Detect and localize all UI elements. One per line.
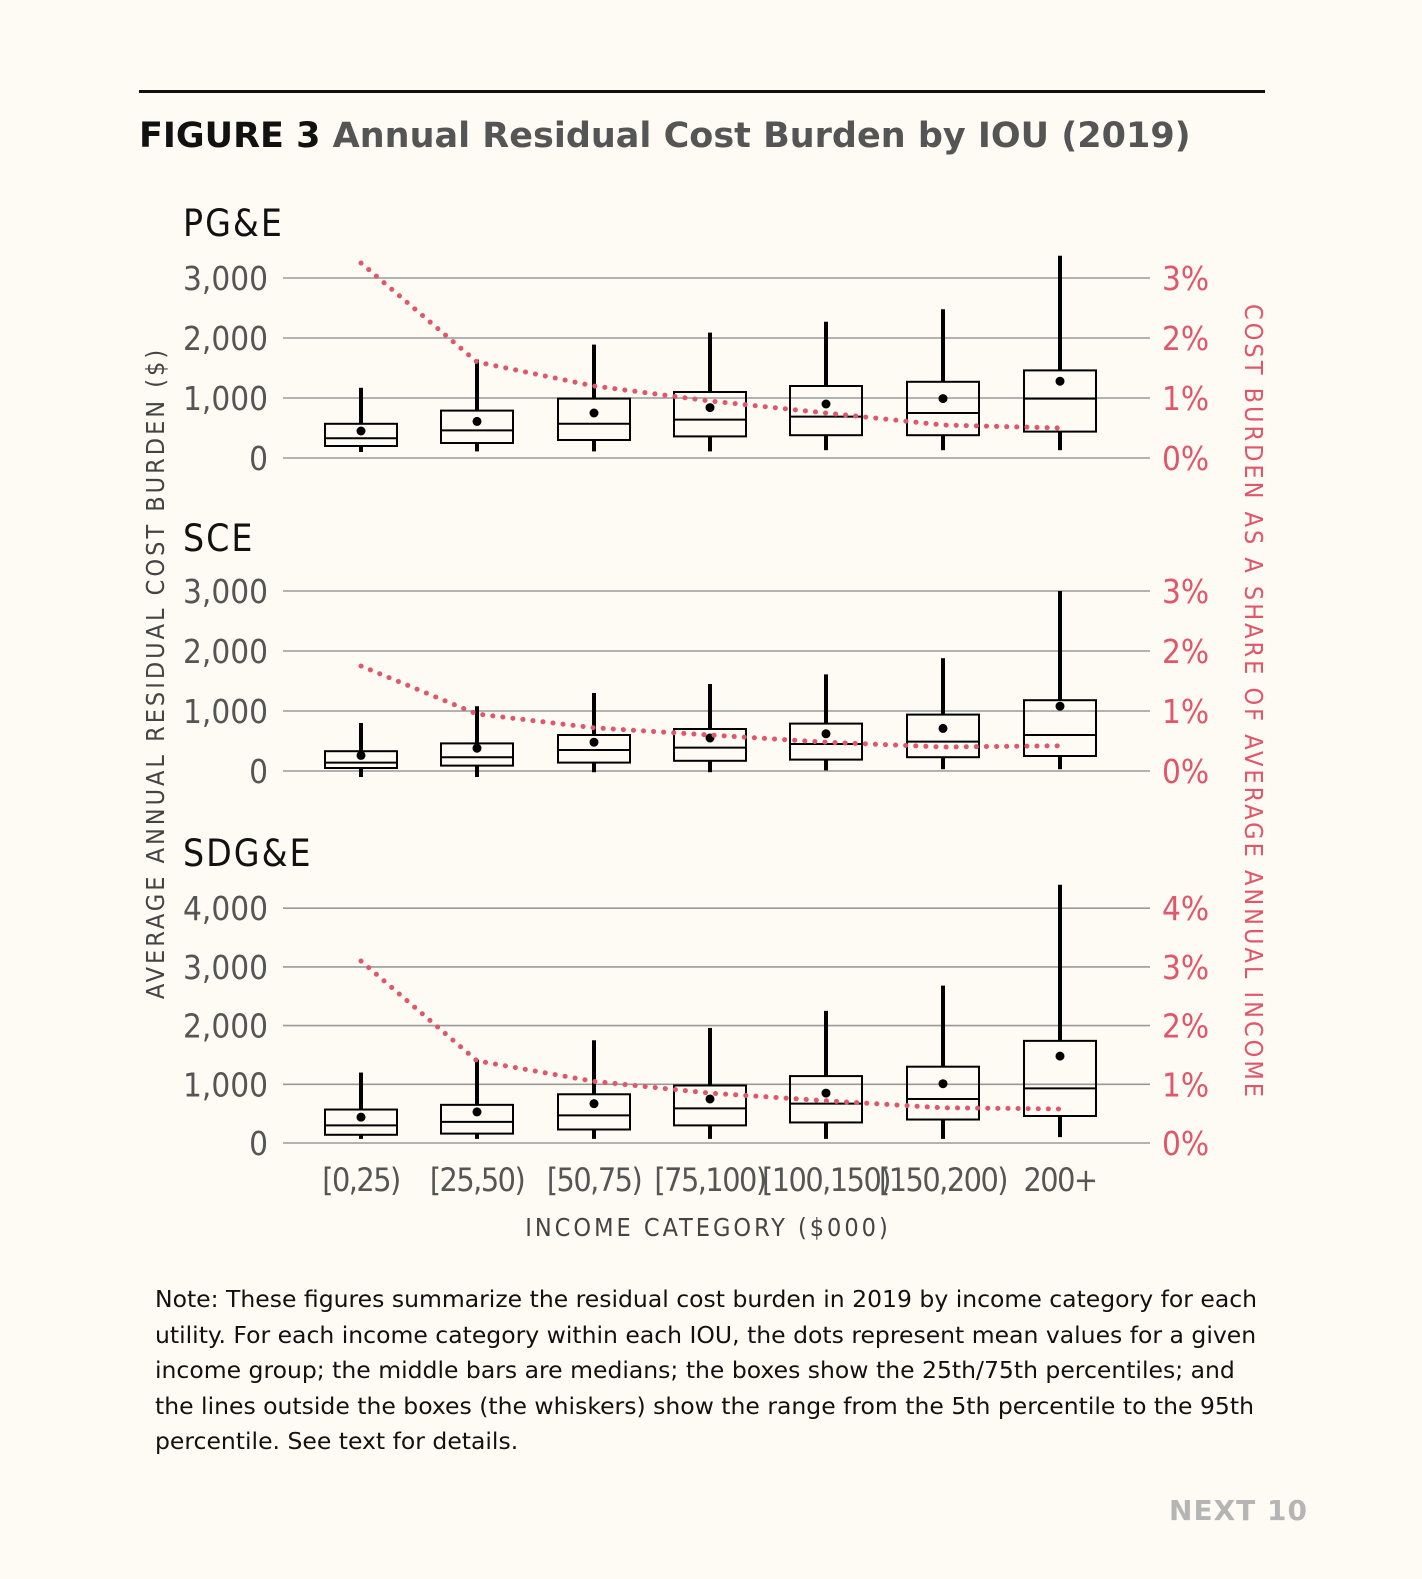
x-tick-label: [150,200) — [879, 1161, 1007, 1199]
figure-title: FIGURE 3 Annual Residual Cost Burden by … — [139, 116, 1191, 156]
y-tick-label: 2,000 — [183, 1007, 268, 1046]
mean-dot — [472, 1107, 482, 1117]
iqr-box — [1023, 369, 1097, 433]
panel-title-2: SDG&E — [183, 832, 313, 875]
y2-tick-label: 1% — [1162, 1065, 1209, 1104]
x-tick-label: 200+ — [1023, 1161, 1096, 1199]
y2-tick-label: 3% — [1162, 259, 1209, 298]
iqr-box — [673, 1084, 747, 1127]
y-tick-label: 3,000 — [183, 572, 268, 611]
x-tick-label: [50,75) — [547, 1161, 641, 1199]
y2-tick-label: 2% — [1162, 1007, 1209, 1046]
mean-dot — [938, 394, 948, 404]
y2-tick-label: 2% — [1162, 319, 1209, 358]
iqr-box — [440, 1103, 514, 1135]
y-tick-label: 0 — [249, 1124, 268, 1163]
mean-dot — [589, 408, 599, 418]
mean-dot — [589, 1099, 599, 1109]
mean-dot — [1055, 1051, 1065, 1061]
figure-number: FIGURE 3 — [139, 116, 321, 156]
mean-dot — [1055, 376, 1065, 386]
x-tick-label: [25,50) — [430, 1161, 524, 1199]
y2-tick-label: 0% — [1162, 439, 1209, 478]
y-tick-label: 4,000 — [183, 889, 268, 928]
y-tick-label: 1,000 — [183, 1065, 268, 1104]
figure-name: Annual Residual Cost Burden by IOU (2019… — [332, 116, 1191, 156]
iqr-box — [673, 728, 747, 762]
mean-dot — [705, 1094, 715, 1104]
figure-note: Note: These figures summarize the residu… — [155, 1285, 1258, 1455]
panel-title-0: PG&E — [183, 202, 284, 245]
iqr-box — [789, 1075, 863, 1124]
y-axis-title: AVERAGE ANNUAL RESIDUAL COST BURDEN ($) — [141, 347, 170, 999]
iqr-box — [440, 742, 514, 767]
x-tick-label: [100,150) — [762, 1161, 890, 1199]
iqr-box — [440, 409, 514, 445]
iqr-box — [906, 713, 980, 759]
mean-dot — [821, 729, 831, 739]
mean-dot — [938, 723, 948, 733]
y-tick-label: 1,000 — [183, 379, 268, 418]
y-tick-label: 1,000 — [183, 692, 268, 731]
mean-dot — [1055, 701, 1065, 711]
share-of-income-line — [358, 958, 1063, 1112]
mean-dot — [472, 416, 482, 426]
iqr-box — [906, 1065, 980, 1121]
iqr-box — [324, 422, 398, 447]
mean-dot — [821, 399, 831, 409]
iqr-box — [1023, 699, 1097, 758]
y-tick-label: 2,000 — [183, 319, 268, 358]
y-tick-label: 0 — [249, 752, 268, 791]
panel-title-1: SCE — [183, 517, 254, 560]
y2-tick-label: 0% — [1162, 752, 1209, 791]
mean-dot — [938, 1079, 948, 1089]
y-tick-label: 3,000 — [183, 259, 268, 298]
y2-tick-label: 3% — [1162, 948, 1209, 987]
mean-dot — [356, 750, 366, 760]
iqr-box — [906, 380, 980, 437]
x-tick-label: [0,25) — [322, 1161, 400, 1199]
x-tick-label: [75,100) — [654, 1161, 765, 1199]
y2-tick-label: 1% — [1162, 692, 1209, 731]
y-tick-label: 2,000 — [183, 632, 268, 671]
iqr-box — [557, 1093, 631, 1131]
mean-dot — [705, 403, 715, 413]
iqr-box — [789, 722, 863, 761]
iqr-box — [557, 734, 631, 764]
y2-axis-title: COST BURDEN AS A SHARE OF AVERAGE ANNUAL… — [1239, 304, 1268, 1100]
iqr-box — [673, 391, 747, 438]
iqr-box — [1023, 1039, 1097, 1117]
y-tick-label: 0 — [249, 439, 268, 478]
x-axis-title: INCOME CATEGORY ($000) — [525, 1213, 891, 1242]
mean-dot — [356, 1112, 366, 1122]
mean-dot — [589, 737, 599, 747]
mean-dot — [472, 743, 482, 753]
iqr-box — [324, 1108, 398, 1136]
iqr-box — [789, 385, 863, 437]
y-tick-label: 3,000 — [183, 948, 268, 987]
y2-tick-label: 1% — [1162, 379, 1209, 418]
mean-dot — [821, 1088, 831, 1098]
mean-dot — [356, 426, 366, 436]
y2-tick-label: 0% — [1162, 1124, 1209, 1163]
y2-tick-label: 4% — [1162, 889, 1209, 928]
y2-tick-label: 2% — [1162, 632, 1209, 671]
footer-brand: NEXT 10 — [1169, 1494, 1308, 1527]
y2-tick-label: 3% — [1162, 572, 1209, 611]
iqr-box — [557, 397, 631, 442]
top-rule — [139, 90, 1265, 93]
share-of-income-line — [358, 260, 1063, 431]
